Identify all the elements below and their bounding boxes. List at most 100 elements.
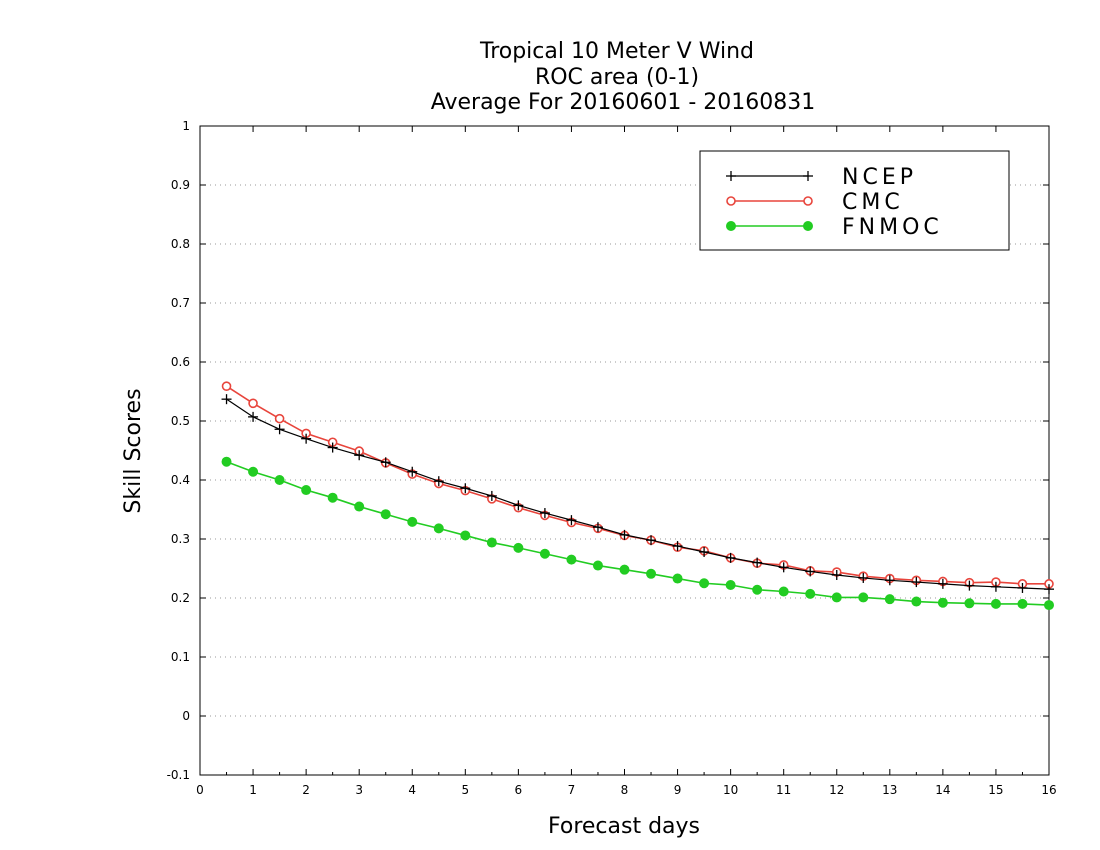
point-ncep: [301, 433, 312, 444]
legend-marker-cmc: [803, 196, 813, 206]
point-fnmoc: [699, 578, 710, 589]
y-tick-label: 0.5: [171, 414, 190, 428]
x-tick-label: 8: [621, 783, 629, 797]
point-ncep: [513, 500, 524, 511]
x-tick-label: 15: [988, 783, 1003, 797]
point-fnmoc: [486, 537, 497, 548]
x-tick-label: 5: [461, 783, 469, 797]
point-fnmoc: [858, 592, 869, 603]
point-ncep: [433, 476, 444, 487]
point-fnmoc: [725, 580, 736, 591]
point-ncep: [699, 546, 710, 557]
y-tick-label: 1: [182, 119, 190, 133]
chart-title: Tropical 10 Meter V Wind ROC area (0-1) …: [431, 39, 816, 115]
x-tick-label: 9: [674, 783, 682, 797]
point-fnmoc: [964, 598, 975, 609]
x-tick-label: 3: [355, 783, 363, 797]
point-ncep: [725, 552, 736, 563]
legend-marker-ncep: [726, 171, 736, 181]
gridlines: [200, 184, 1049, 717]
point-fnmoc: [937, 597, 948, 608]
point-ncep: [619, 529, 630, 540]
y-tick-label: 0.1: [171, 650, 190, 664]
series-cmc: [221, 381, 1054, 589]
series-fnmoc: [221, 456, 1054, 611]
legend-marker-fnmoc: [803, 221, 813, 231]
x-tick-label: 1: [249, 783, 257, 797]
point-fnmoc: [1044, 600, 1054, 611]
point-fnmoc: [327, 492, 338, 503]
legend-marker-cmc: [726, 196, 736, 206]
point-cmc: [221, 381, 232, 391]
x-tick-label: 0: [196, 783, 204, 797]
point-ncep: [672, 541, 683, 552]
point-fnmoc: [1017, 598, 1028, 609]
legend-label-cmc: CMC: [842, 190, 904, 215]
point-fnmoc: [248, 466, 259, 477]
point-fnmoc: [805, 588, 816, 599]
point-ncep: [646, 535, 657, 546]
point-fnmoc: [354, 501, 365, 512]
point-ncep: [460, 483, 471, 494]
point-cmc: [274, 413, 285, 424]
point-ncep: [380, 457, 391, 468]
series-line-ncep: [226, 398, 1050, 590]
x-tick-label: 10: [723, 783, 738, 797]
point-fnmoc: [778, 586, 789, 597]
point-fnmoc: [274, 475, 285, 485]
point-fnmoc: [566, 554, 577, 565]
point-fnmoc: [513, 542, 524, 553]
point-ncep: [407, 466, 418, 477]
y-tick-label: 0.7: [171, 296, 190, 310]
title-line-1: Tropical 10 Meter V Wind: [479, 39, 754, 64]
point-ncep: [327, 442, 338, 453]
point-ncep: [592, 522, 603, 533]
y-tick-label: 0.4: [171, 473, 190, 487]
series-line-cmc: [226, 385, 1049, 585]
point-ncep: [858, 572, 869, 583]
point-fnmoc: [380, 509, 391, 520]
point-fnmoc: [831, 592, 842, 603]
x-tick-label: 7: [568, 783, 576, 797]
point-ncep: [990, 581, 1001, 592]
legend-marker-ncep: [803, 171, 813, 181]
point-fnmoc: [619, 564, 630, 575]
y-tick-label: 0.3: [171, 532, 190, 546]
axis-ticks: -0.100.10.20.30.40.50.60.70.80.910 1 2 3 4 5 6…: [167, 119, 1057, 797]
x-tick-label: 14: [935, 783, 950, 797]
point-ncep: [778, 562, 789, 573]
point-fnmoc: [646, 568, 657, 579]
point-fnmoc: [221, 456, 232, 467]
title-line-3: Average For 20160601 - 20160831: [431, 90, 816, 115]
point-ncep: [884, 575, 895, 586]
point-fnmoc: [672, 573, 683, 584]
point-ncep: [964, 580, 975, 591]
point-ncep: [805, 566, 816, 577]
series-ncep: [221, 394, 1054, 595]
point-cmc: [248, 398, 258, 409]
y-tick-label: 0.6: [171, 355, 190, 369]
point-fnmoc: [592, 560, 603, 571]
point-ncep: [752, 557, 763, 568]
point-fnmoc: [407, 516, 418, 527]
point-ncep: [486, 490, 497, 501]
x-axis-title: Forecast days: [548, 814, 700, 839]
point-fnmoc: [990, 598, 1001, 609]
y-tick-label: -0.1: [167, 768, 190, 782]
x-tick-label: 11: [776, 783, 791, 797]
point-ncep: [354, 450, 365, 461]
legend-label-ncep: NCEP: [842, 165, 917, 190]
point-ncep: [539, 508, 550, 519]
x-tick-label: 16: [1041, 783, 1056, 797]
y-tick-label: 0.8: [171, 237, 190, 251]
x-tick-label: 6: [515, 783, 523, 797]
x-tick-label: 13: [882, 783, 897, 797]
point-ncep: [1044, 584, 1054, 595]
point-ncep: [221, 394, 232, 405]
y-tick-label: 0: [182, 709, 190, 723]
point-ncep: [937, 578, 948, 589]
y-tick-label: 0.2: [171, 591, 190, 605]
point-ncep: [566, 515, 577, 526]
